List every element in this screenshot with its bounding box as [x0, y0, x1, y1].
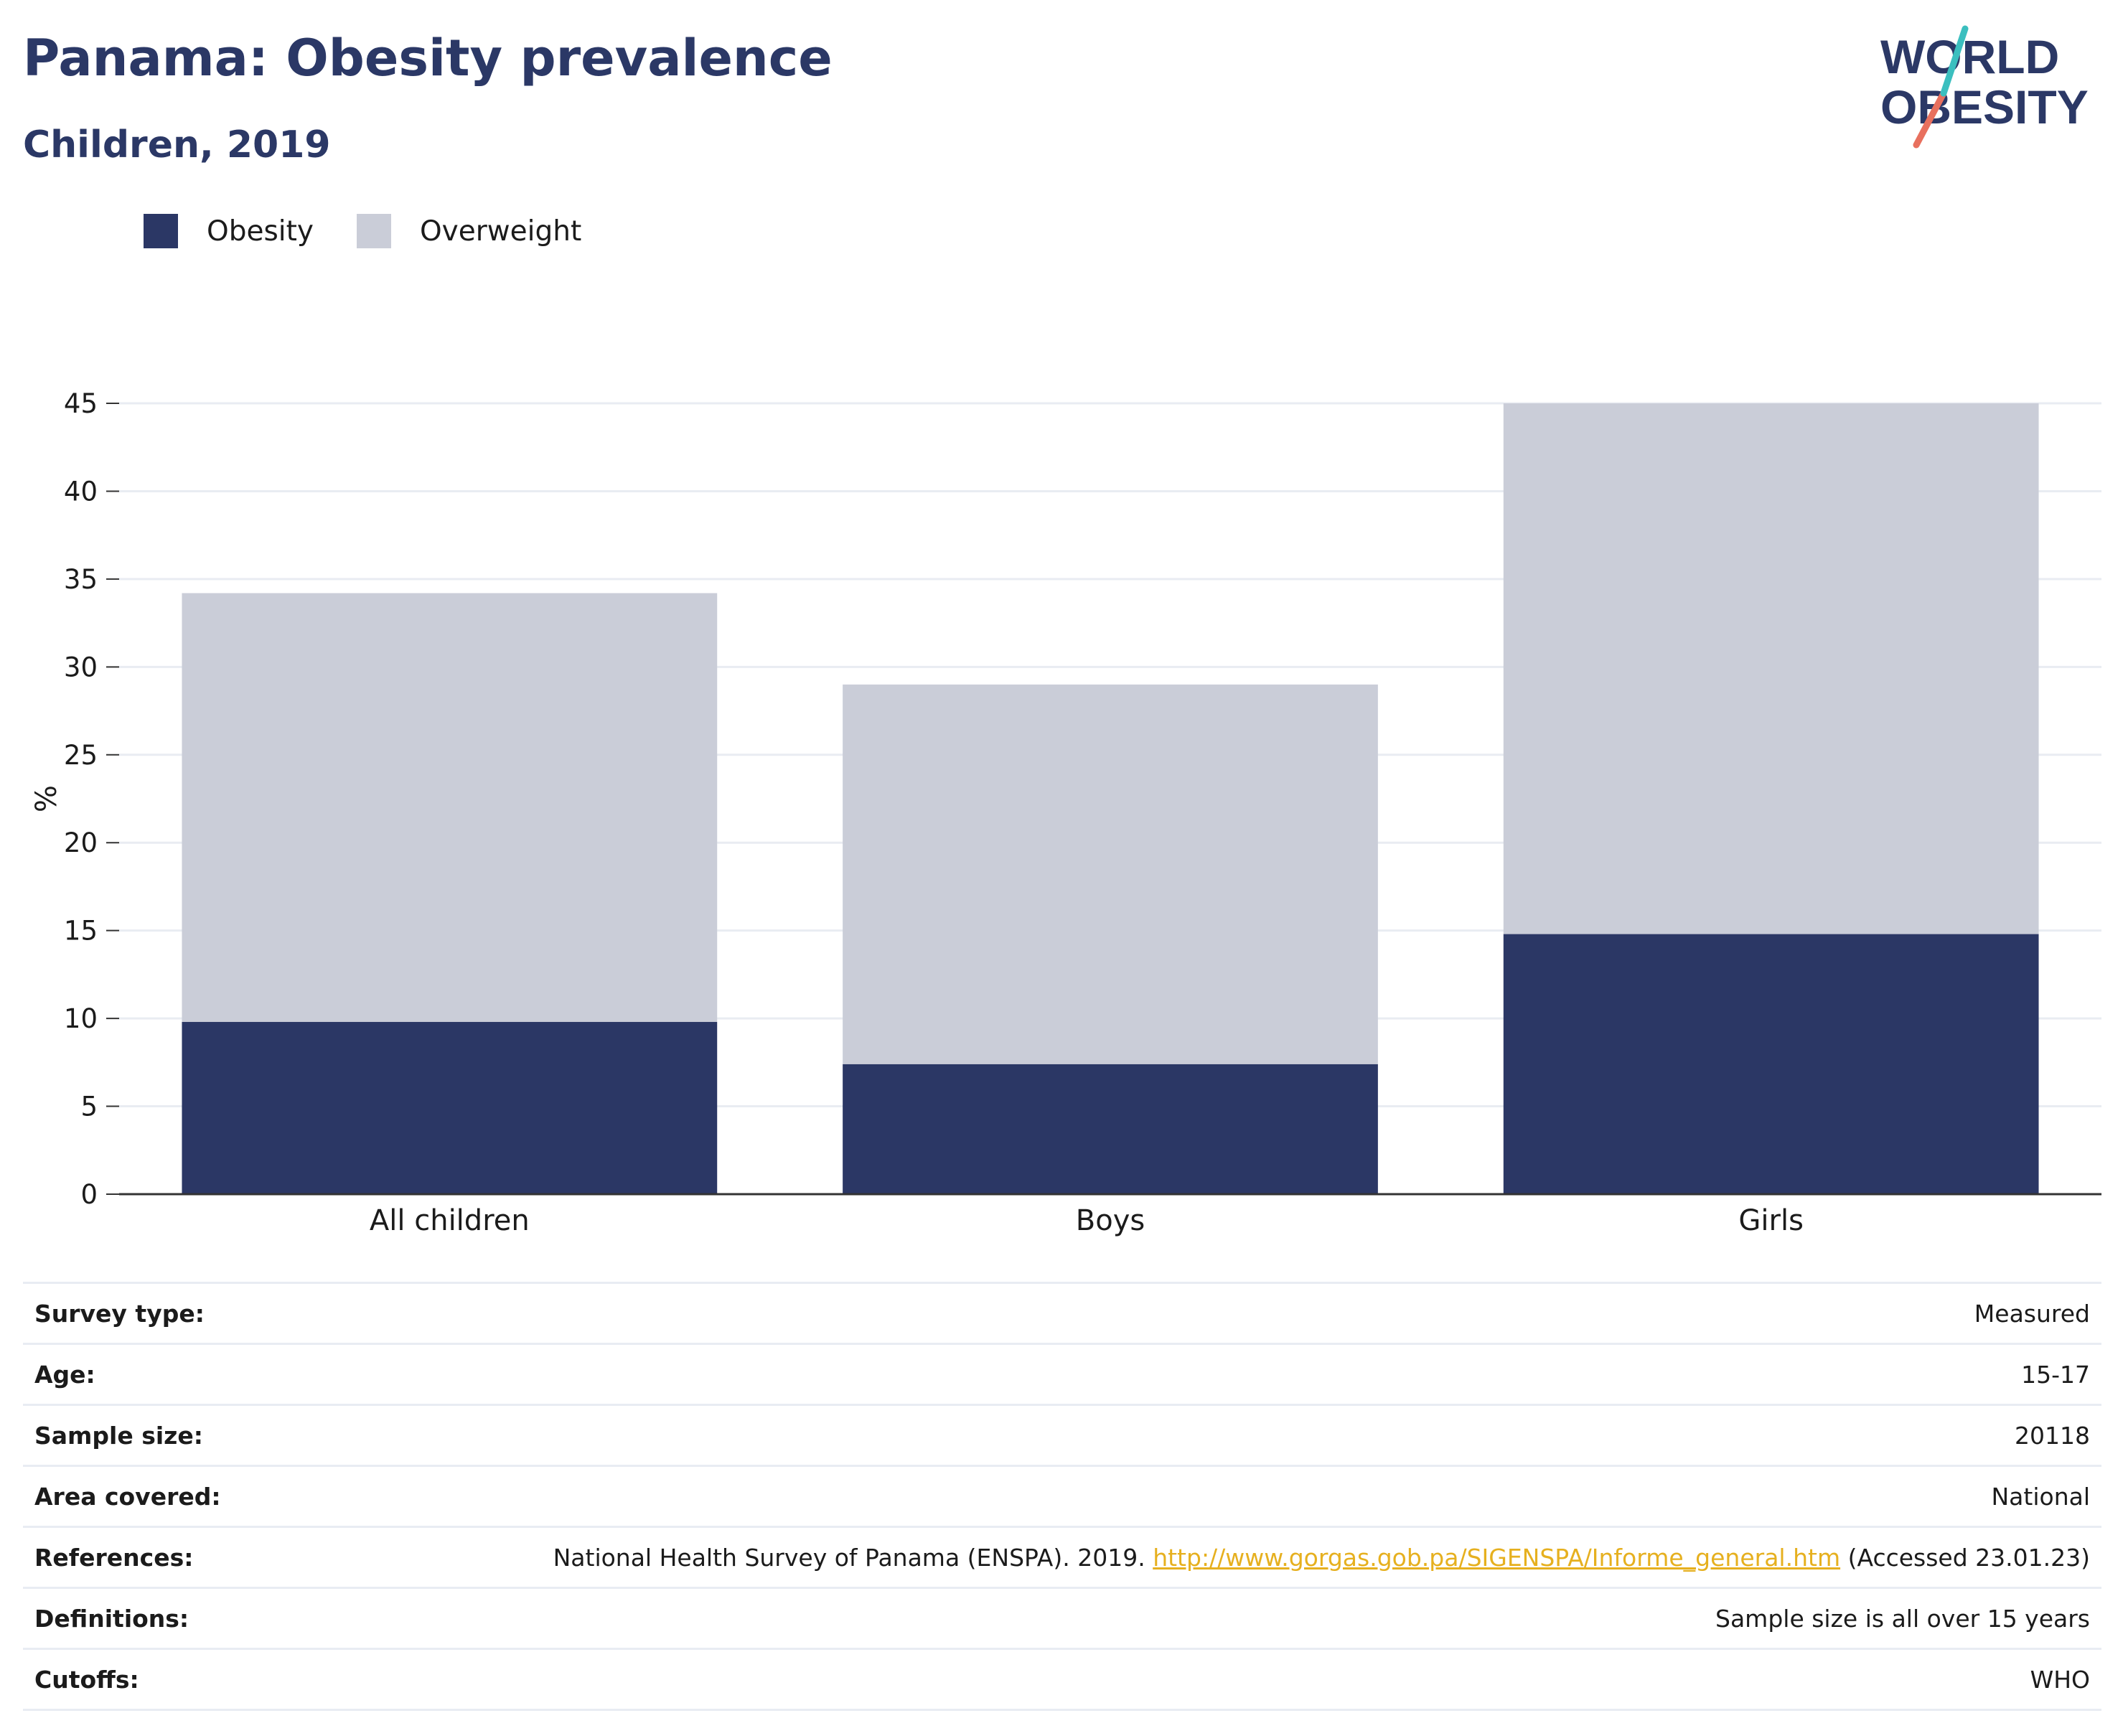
bar-chart: 0 5 10 15 20 25 30 35 40 45% All children Boys Girls [30, 388, 2101, 1237]
y-tick-label: 10 [64, 1003, 98, 1034]
details-row-survey-type: Survey type: Measured [23, 1282, 2101, 1343]
y-tick-label: 20 [64, 827, 98, 858]
x-tick-label: Girls [1738, 1204, 1804, 1237]
details-label: References: [34, 1543, 194, 1572]
details-label: Definitions: [34, 1604, 189, 1633]
y-tick-label: 45 [64, 388, 98, 419]
logo-line1: WORLD [1880, 30, 2059, 83]
bar-overweight-girls [1503, 403, 2039, 934]
details-row-sample-size: Sample size: 20118 [23, 1404, 2101, 1465]
details-value: 20118 [2015, 1421, 2090, 1450]
y-tick-label: 40 [64, 476, 98, 507]
details-value: Sample size is all over 15 years [1715, 1604, 2090, 1633]
reference-text: National Health Survey of Panama (ENSPA)… [553, 1543, 1153, 1572]
bar-overweight-all-children [182, 593, 718, 1023]
x-tick-label: Boys [1076, 1204, 1145, 1237]
chart-legend: Obesity Overweight [144, 214, 624, 248]
details-label: Area covered: [34, 1482, 221, 1511]
y-tick-label: 30 [64, 652, 98, 682]
details-label: Sample size: [34, 1421, 203, 1450]
x-tick-label: All children [370, 1204, 530, 1237]
reference-link[interactable]: http://www.gorgas.gob.pa/SIGENSPA/Inform… [1153, 1543, 1841, 1572]
details-row-area-covered: Area covered: National [23, 1465, 2101, 1526]
legend-label-overweight: Overweight [419, 215, 582, 248]
y-tick-label: 25 [64, 740, 98, 771]
legend-item-obesity[interactable]: Obesity [144, 214, 314, 248]
bar-obesity-all-children [182, 1022, 718, 1194]
legend-swatch-obesity [144, 214, 178, 248]
bar-overweight-boys [843, 684, 1378, 1064]
logo-slash-teal [1940, 25, 1969, 97]
details-row-references: References: National Health Survey of Pa… [23, 1526, 2101, 1587]
details-value: WHO [2030, 1665, 2090, 1694]
details-row-cutoffs: Cutoffs: WHO [23, 1648, 2101, 1711]
chart-subtitle: Children, 2019 [23, 123, 331, 166]
legend-item-overweight[interactable]: Overweight [356, 214, 582, 248]
details-label: Age: [34, 1360, 95, 1389]
details-value: 15-17 [2021, 1360, 2090, 1389]
y-axis-label: % [30, 785, 63, 812]
logo-slash-red [1913, 90, 1947, 149]
details-label: Survey type: [34, 1299, 205, 1328]
reference-accessed: (Accessed 23.01.23) [1840, 1543, 2090, 1572]
y-tick-label: 35 [64, 564, 98, 595]
logo-line2: OBESITY [1880, 80, 2089, 133]
details-value: National [1991, 1482, 2090, 1511]
details-value: National Health Survey of Panama (ENSPA)… [553, 1544, 2090, 1572]
details-label: Cutoffs: [34, 1665, 139, 1694]
bar-obesity-boys [843, 1064, 1378, 1194]
details-table: Survey type: Measured Age: 15-17 Sample … [23, 1282, 2101, 1711]
chart-title: Panama: Obesity prevalence [23, 29, 833, 88]
world-obesity-logo: WORLD OBESITY [1880, 25, 2089, 149]
details-row-definitions: Definitions: Sample size is all over 15 … [23, 1587, 2101, 1648]
bar-obesity-girls [1503, 934, 2039, 1194]
y-tick-label: 5 [80, 1092, 98, 1122]
legend-swatch-overweight [356, 214, 391, 248]
details-row-age: Age: 15-17 [23, 1343, 2101, 1404]
details-value: Measured [1974, 1299, 2090, 1328]
y-tick-label: 0 [80, 1179, 98, 1210]
y-tick-label: 15 [64, 916, 98, 947]
legend-label-obesity: Obesity [207, 215, 314, 248]
